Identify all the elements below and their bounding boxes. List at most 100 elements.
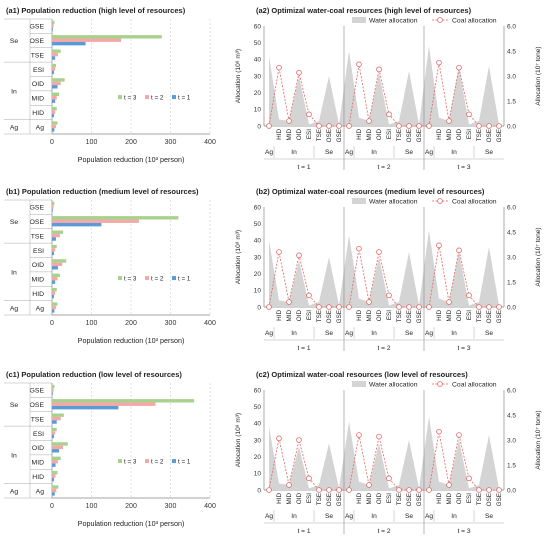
category-label: ESI <box>33 67 44 74</box>
coal-point <box>366 299 372 305</box>
coal-point <box>486 123 492 129</box>
coal-point <box>466 292 472 299</box>
coal-point <box>446 299 452 305</box>
category-label: OID <box>296 493 303 505</box>
coal-point <box>336 487 342 493</box>
y-tick-label: 40 <box>254 57 262 64</box>
bar-tse-t2 <box>52 233 60 238</box>
coal-point <box>286 482 292 488</box>
coal-point <box>286 299 292 305</box>
y2-tick-label: 0.0 <box>507 123 516 130</box>
bar-oid-t1 <box>52 449 60 453</box>
bar-hid-t2 <box>52 474 56 478</box>
bar-tse-t3 <box>52 230 64 234</box>
bar-hid-t1 <box>52 477 54 482</box>
bar-esi-t3 <box>52 63 56 68</box>
category-label: OID <box>296 129 303 141</box>
category-label: GSE <box>496 493 503 506</box>
y-tick-label: 20 <box>254 454 262 461</box>
coal-point <box>306 292 312 299</box>
bar-oid-t2 <box>52 81 61 86</box>
category-label: ESI <box>466 493 473 503</box>
bar-gse-t3 <box>52 384 55 389</box>
category-label: OID <box>32 262 44 269</box>
category-label: OID <box>32 81 44 88</box>
coal-point <box>436 428 442 435</box>
y2-tick-label: 4.5 <box>507 412 516 419</box>
group-label: Se <box>325 513 333 520</box>
y2-tick-label: 6.0 <box>507 387 516 394</box>
category-label: Ag <box>36 305 45 312</box>
bar-oid-t2 <box>52 445 64 450</box>
water-allocation-area <box>269 46 499 126</box>
bar-chart-c1: (c1) Population reduction (low level of … <box>4 370 216 528</box>
category-label: GSE <box>336 310 343 323</box>
legend-swatch <box>172 95 176 100</box>
y2-tick-label: 0.0 <box>507 487 516 494</box>
coal-point <box>456 432 462 438</box>
bar-mid-t2 <box>52 277 58 281</box>
bar-gse-t1 <box>52 208 53 212</box>
group-label: Ag <box>10 488 19 495</box>
period-label: t = 3 <box>457 528 470 535</box>
y-tick-label: 30 <box>254 437 262 444</box>
category-label: HID <box>356 310 363 321</box>
group-label: In <box>11 88 17 95</box>
coal-point <box>396 123 402 129</box>
coal-point <box>356 61 362 68</box>
coal-point <box>416 123 422 129</box>
category-label: TSE <box>316 310 323 322</box>
y2-tick-label: 3.0 <box>507 437 516 444</box>
bar-ag-t2 <box>52 305 56 310</box>
bar-ag-t3 <box>52 121 58 125</box>
category-label: ESI <box>466 310 473 320</box>
chart-title: (c2) Optimizal water-coal resources (low… <box>256 370 468 379</box>
bar-esi-t1 <box>52 251 54 256</box>
category-label: Ag <box>36 124 45 131</box>
period-label: t = 2 <box>377 528 390 535</box>
coal-point <box>356 432 362 438</box>
group-label: In <box>451 513 457 520</box>
coal-point <box>286 118 292 124</box>
bar-ag-t2 <box>52 488 57 493</box>
category-label: OSE <box>486 129 493 142</box>
coal-point <box>356 245 362 252</box>
bar-esi-t1 <box>52 70 54 75</box>
category-label: OSE <box>326 493 333 506</box>
coal-allocation-line <box>268 431 499 491</box>
coal-point <box>476 123 482 129</box>
legend-label: t = 1 <box>178 95 191 102</box>
x-tick-label: 100 <box>86 139 98 146</box>
group-label: Se <box>325 330 333 337</box>
group-label: Se <box>485 330 493 337</box>
coal-point <box>276 435 282 442</box>
coal-point <box>306 111 312 118</box>
area-line-chart-a2: (a2) Optimizal water-coal resources (hig… <box>235 6 542 171</box>
legend-swatch <box>145 95 149 100</box>
legend-label: t = 3 <box>124 276 137 283</box>
group-label: Ag <box>265 513 273 520</box>
category-label: ESI <box>386 310 393 320</box>
bar-mid-t3 <box>52 273 60 278</box>
coal-point <box>426 123 432 129</box>
bar-hid-t3 <box>52 287 57 292</box>
category-label: OID <box>456 129 463 141</box>
category-label: MID <box>446 310 453 322</box>
coal-point <box>486 304 492 310</box>
period-label: t = 3 <box>457 345 470 352</box>
coal-point <box>366 118 372 124</box>
legend-swatch <box>118 459 122 464</box>
group-label: Ag <box>265 330 273 337</box>
coal-point <box>376 66 382 73</box>
category-label: OSE <box>406 129 413 142</box>
bar-gse-t3 <box>52 201 55 206</box>
group-label: Ag <box>425 149 433 156</box>
coal-point <box>296 252 302 259</box>
category-label: ESI <box>306 493 313 503</box>
legend-label: t = 3 <box>124 95 137 102</box>
category-label: GSE <box>416 310 423 323</box>
bar-mid-t3 <box>52 92 60 97</box>
coal-point <box>316 304 322 310</box>
category-label: TSE <box>396 129 403 141</box>
